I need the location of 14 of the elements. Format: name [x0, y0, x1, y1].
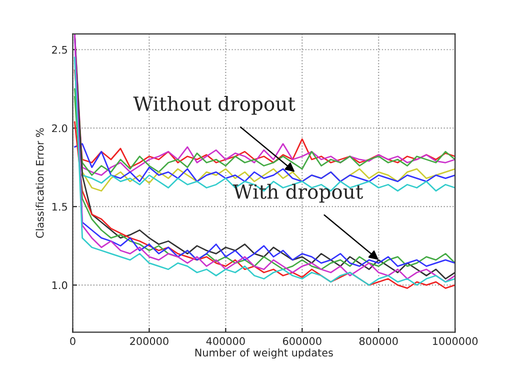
y-axis-title: Classification Error % — [36, 128, 44, 238]
x-tick-label: 600000 — [282, 337, 322, 346]
annotation: Without dropout — [133, 96, 296, 115]
y-tick-label: 1.0 — [52, 281, 68, 290]
x-tick-label: 200000 — [130, 337, 168, 346]
x-axis-title: Number of weight updates — [195, 348, 333, 359]
x-tick-label: 1000000 — [433, 337, 478, 346]
y-tick-label: 1.5 — [52, 202, 67, 211]
x-tick-label: 400000 — [206, 337, 245, 346]
y-tick-label: 2.5 — [52, 46, 67, 54]
annotation: With dropout — [232, 184, 364, 203]
y-tick-label: 2.0 — [52, 124, 68, 132]
x-tick-label: 0 — [70, 337, 76, 346]
x-tick-label: 800000 — [359, 337, 398, 346]
